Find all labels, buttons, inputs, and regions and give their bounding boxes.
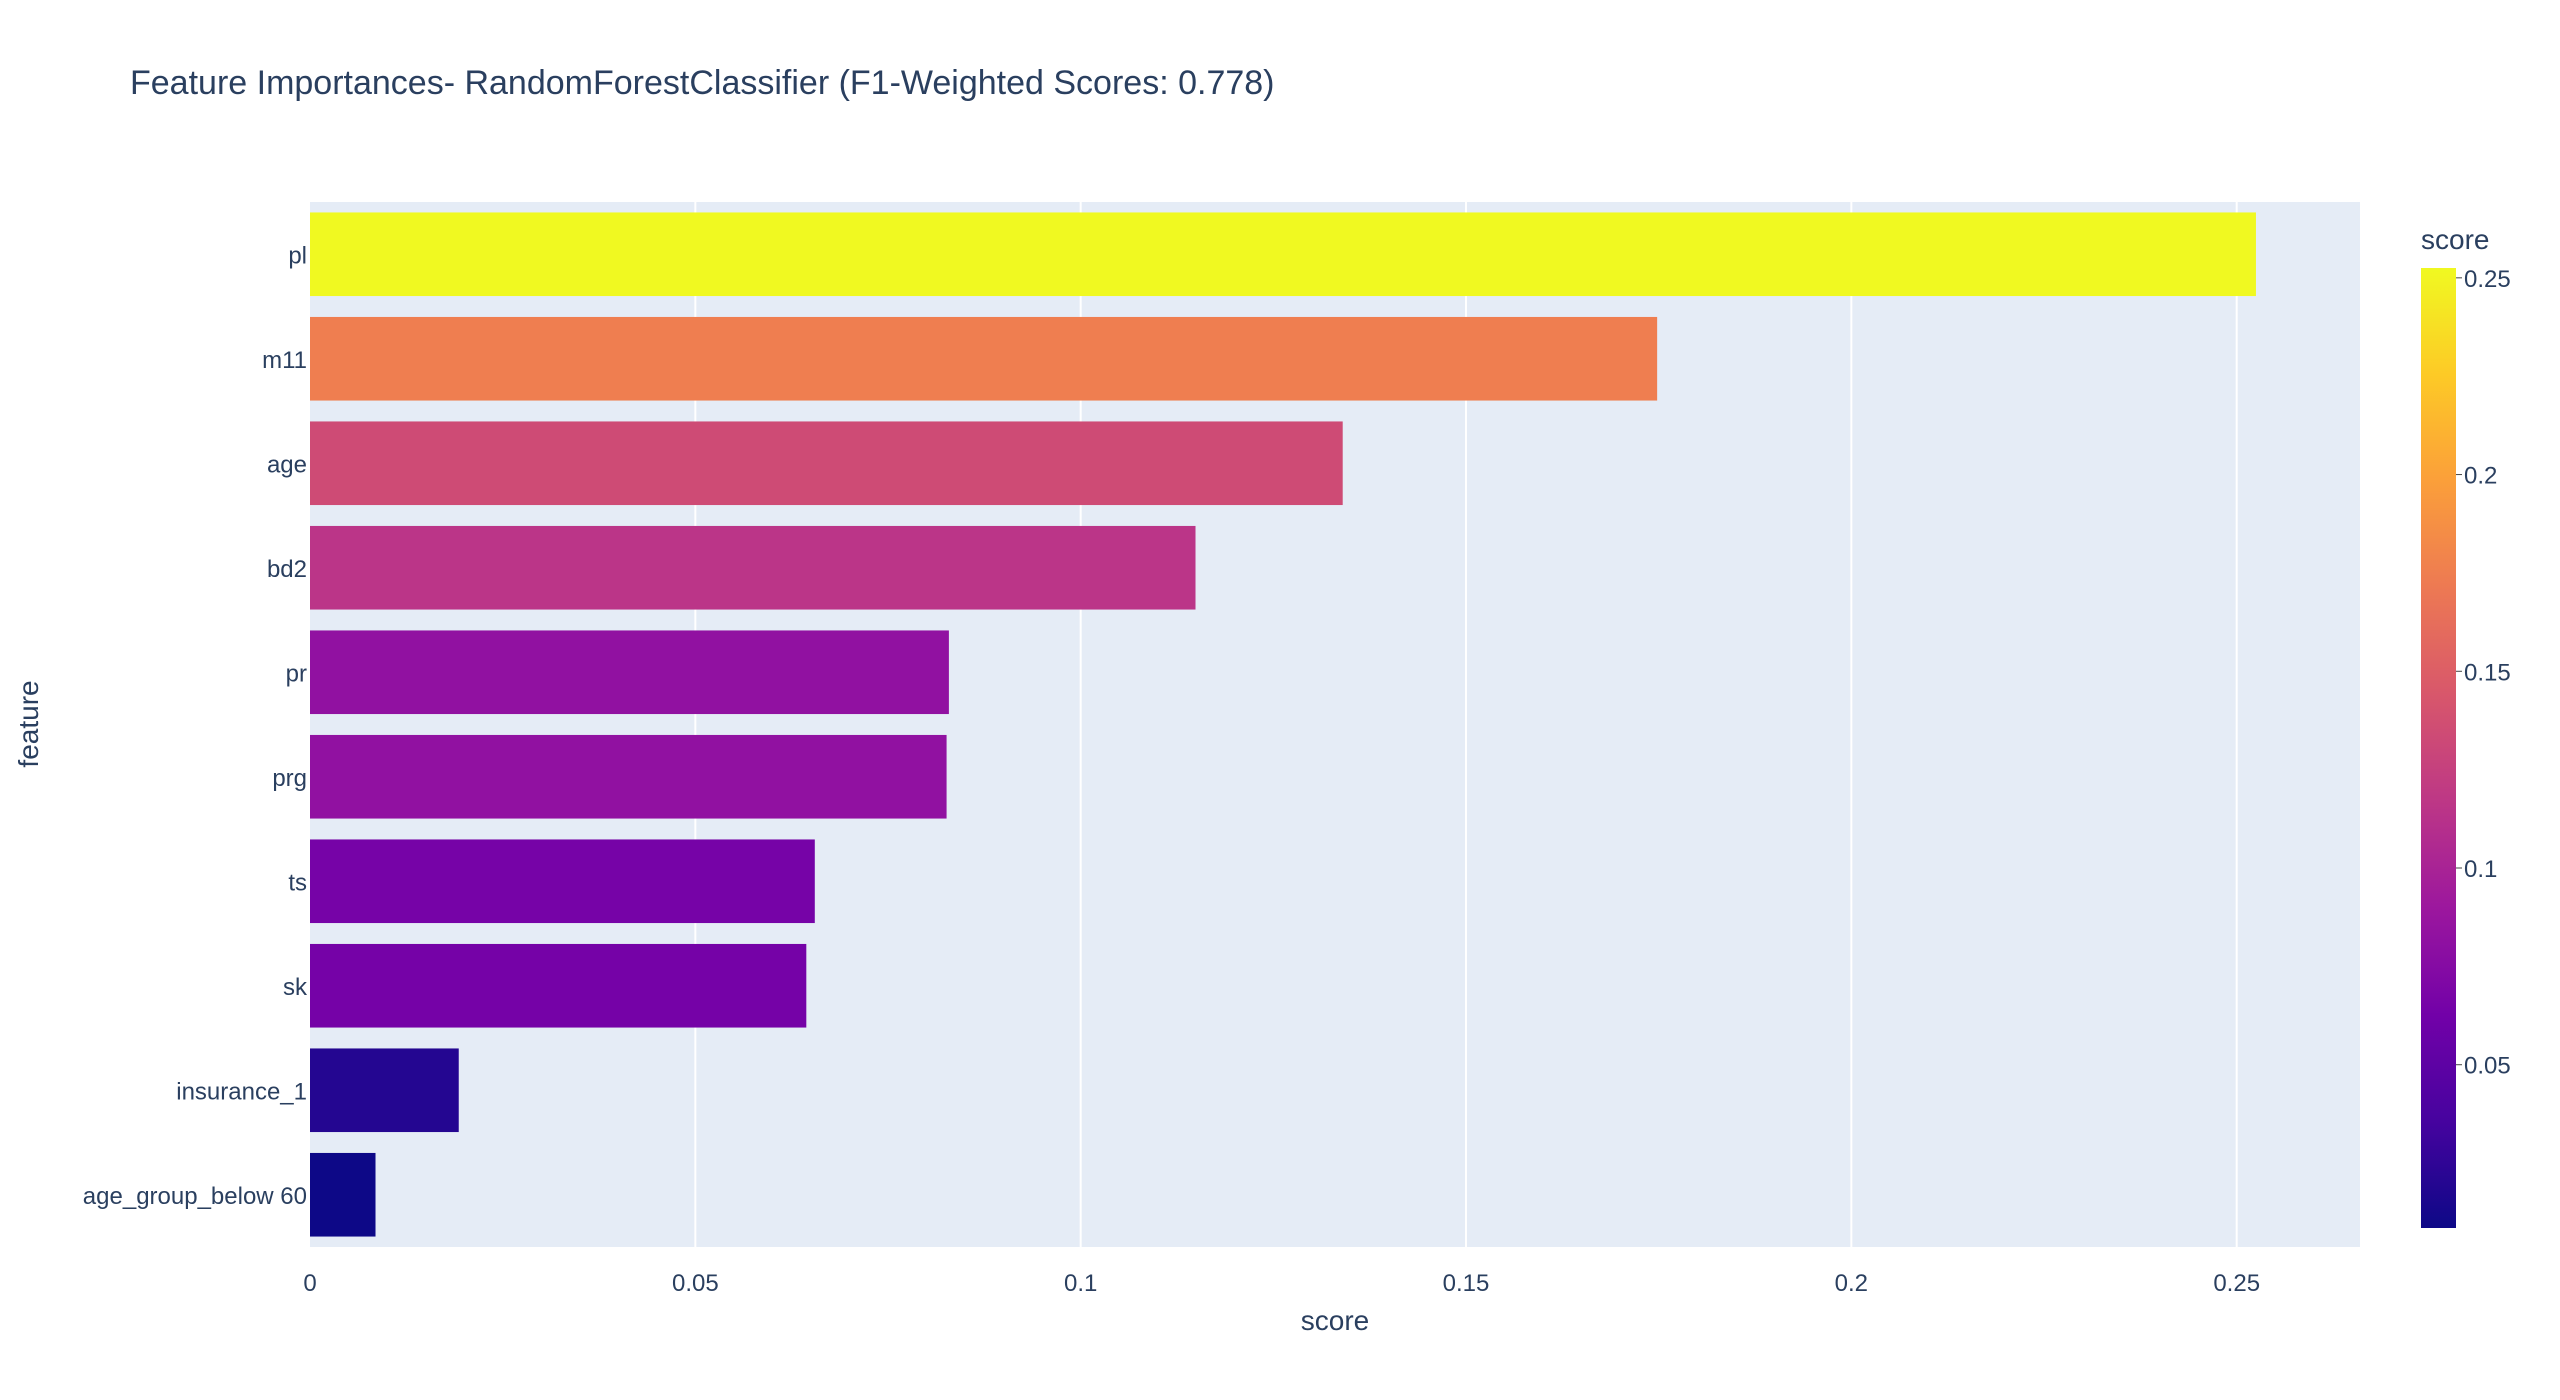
bar-age [310,421,1343,506]
y-axis-label: feature [13,680,44,767]
colorbar-tick-label: 0.2 [2464,463,2497,490]
y-tick-labels: pl m11 age bd2 pr prg ts sk insurance_1 age_group… [83,242,308,1210]
bar-bd2 [310,525,1196,610]
x-tick-label: 0.1 [1064,1270,1097,1297]
x-tick-label: 0 [303,1270,316,1297]
y-tick-label: insurance_1 [176,1078,307,1105]
bar-age_group_below-60 [310,1152,376,1237]
x-tick-labels: 0 0.05 0.1 0.15 0.2 0.25 [303,1270,2260,1297]
y-tick-label: ts [288,869,307,896]
y-tick-label: age_group_below 60 [83,1183,307,1210]
y-tick-label: m11 [262,347,307,374]
x-tick-label: 0.2 [1835,1270,1868,1297]
y-tick-label: age [267,451,307,478]
x-tick-label: 0.15 [1443,1270,1490,1297]
x-axis-label: score [1301,1305,1369,1336]
chart-title: Feature Importances- RandomForestClassif… [130,64,1275,102]
x-tick-label: 0.25 [2213,1270,2260,1297]
bar-m11 [310,316,1658,401]
colorbar-tick-label: 0.15 [2464,659,2511,686]
colorbar-ticks: 0.05 0.1 0.15 0.2 0.25 [2456,266,2511,1080]
bar-pl [310,212,2256,297]
colorbar-tick-label: 0.25 [2464,266,2511,293]
colorbar-title: score [2421,224,2489,255]
bar-pr [310,630,949,715]
y-tick-label: pl [288,242,307,269]
colorbar-gradient [2421,268,2456,1228]
bar-prg [310,734,947,819]
y-tick-label: pr [286,660,307,687]
bar-sk [310,943,807,1028]
colorbar-tick-label: 0.05 [2464,1053,2511,1080]
x-tick-label: 0.05 [672,1270,719,1297]
y-tick-label: prg [272,765,307,792]
bars [310,212,2256,1237]
colorbar: score 0.05 0.1 0.15 0.2 0.25 [2421,224,2511,1228]
colorbar-tick-label: 0.1 [2464,856,2497,883]
y-tick-label: bd2 [267,556,307,583]
y-tick-label: sk [283,974,308,1001]
bar-ts [310,839,815,924]
bar-insurance_1 [310,1048,459,1133]
